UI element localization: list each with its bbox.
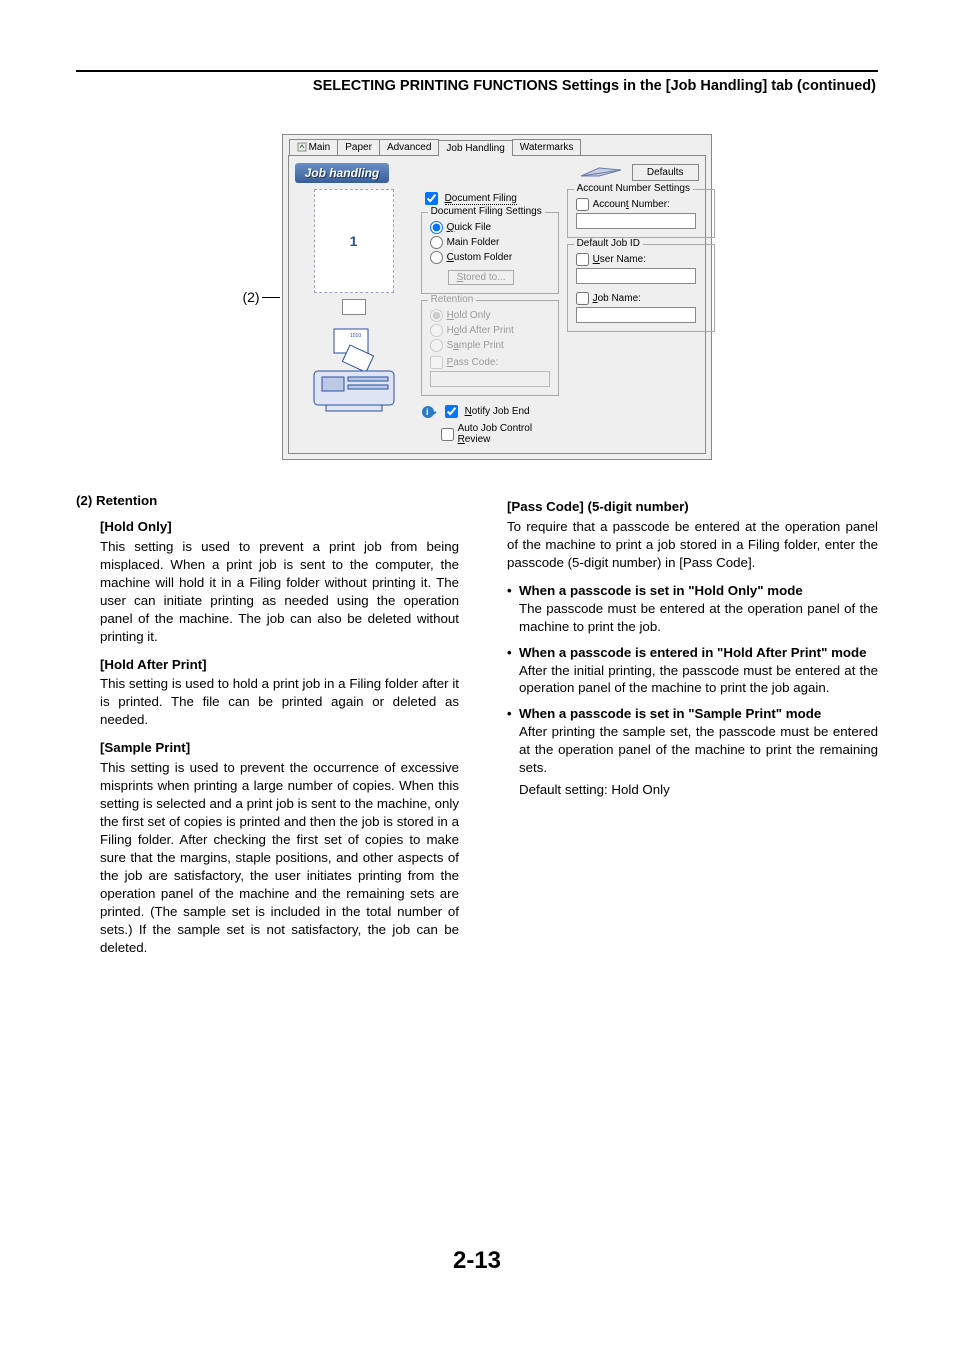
- tab-job-handling[interactable]: Job Handling: [438, 140, 512, 156]
- hold-only-heading: [Hold Only]: [100, 518, 459, 536]
- left-column: (2) Retention [Hold Only] This setting i…: [76, 490, 459, 967]
- tab-paper[interactable]: Paper: [337, 139, 380, 155]
- bullet-sample-heading: When a passcode is set in "Sample Print"…: [519, 705, 878, 723]
- tab-advanced[interactable]: Advanced: [379, 139, 439, 155]
- tab-main[interactable]: Main: [289, 139, 339, 155]
- svg-text:i: i: [426, 407, 429, 417]
- document-filing-label: Document Filing: [445, 193, 517, 205]
- bullet-hold-after-heading: When a passcode is entered in "Hold Afte…: [519, 644, 878, 662]
- page-number: 2-13: [76, 1247, 878, 1275]
- hold-after-body: This setting is used to hold a print job…: [100, 675, 459, 729]
- notify-job-end-checkbox[interactable]: [445, 405, 458, 418]
- user-name-checkbox[interactable]: [576, 253, 589, 266]
- defaults-button[interactable]: Defaults: [632, 164, 699, 181]
- document-filing-settings-group: Document Filing Settings Quick File Main…: [421, 212, 559, 294]
- bullet-sample-body-2: Default setting: Hold Only: [519, 781, 878, 799]
- hold-only-radio: [430, 309, 443, 322]
- callout-number: (2): [242, 289, 279, 305]
- dialog-figure: (2) Main Paper Advanced Job Handling Wat…: [76, 134, 878, 460]
- hold-after-heading: [Hold After Print]: [100, 656, 459, 674]
- custom-folder-radio[interactable]: [430, 251, 443, 264]
- preview-box: 1: [314, 189, 394, 293]
- plane-icon: [579, 162, 623, 183]
- bullet-hold-after-body: After the initial printing, the passcode…: [519, 662, 878, 698]
- tab-watermarks[interactable]: Watermarks: [512, 139, 582, 155]
- sample-print-radio: [430, 339, 443, 352]
- notify-job-end-label: Notify Job End: [465, 406, 530, 417]
- printer-icon: 1010: [302, 325, 406, 415]
- auto-review-checkbox[interactable]: [441, 428, 454, 441]
- panel-title: Job handling: [295, 163, 390, 183]
- retention-heading: (2) Retention: [76, 492, 459, 510]
- bullet-sample-body-1: After printing the sample set, the passc…: [519, 723, 878, 777]
- sample-print-heading: [Sample Print]: [100, 739, 459, 757]
- right-column: [Pass Code] (5-digit number) To require …: [495, 490, 878, 967]
- pass-code-checkbox: [430, 356, 443, 369]
- auto-review-label: Auto Job Control Review: [458, 423, 559, 445]
- document-filing-checkbox[interactable]: [425, 192, 438, 205]
- job-name-input[interactable]: [576, 307, 696, 323]
- hold-after-print-radio: [430, 324, 443, 337]
- stored-to-button: Stored to...: [448, 270, 515, 285]
- pass-code-body: To require that a passcode be entered at…: [507, 518, 878, 572]
- bullet-hold-only-heading: When a passcode is set in "Hold Only" mo…: [519, 582, 878, 600]
- hold-only-body: This setting is used to prevent a print …: [100, 538, 459, 646]
- user-name-input[interactable]: [576, 268, 696, 284]
- account-number-checkbox[interactable]: [576, 198, 589, 211]
- default-job-id-group: Default Job ID User Name: Job Name:: [567, 244, 715, 332]
- svg-text:1010: 1010: [350, 333, 361, 339]
- main-folder-radio[interactable]: [430, 236, 443, 249]
- preview-spinner[interactable]: [342, 299, 366, 315]
- retention-group: Retention Hold Only Hold After Print Sam…: [421, 300, 559, 396]
- sample-print-body: This setting is used to prevent the occu…: [100, 759, 459, 956]
- account-number-group: Account Number Settings Account Number:: [567, 189, 715, 238]
- bullet-hold-only-body: The passcode must be entered at the oper…: [519, 600, 878, 636]
- job-handling-dialog: Main Paper Advanced Job Handling Waterma…: [282, 134, 712, 460]
- pass-code-heading: [Pass Code] (5-digit number): [507, 498, 878, 516]
- quick-file-radio[interactable]: [430, 221, 443, 234]
- page-header: SELECTING PRINTING FUNCTIONS Settings in…: [76, 78, 878, 94]
- account-number-input[interactable]: [576, 213, 696, 229]
- pass-code-input: [430, 371, 550, 387]
- info-icon: i: [421, 405, 437, 419]
- job-name-checkbox[interactable]: [576, 292, 589, 305]
